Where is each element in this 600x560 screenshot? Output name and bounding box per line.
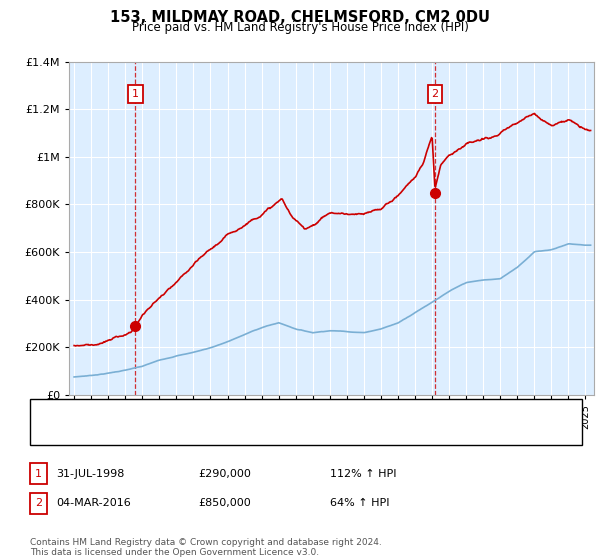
Text: 153, MILDMAY ROAD, CHELMSFORD, CM2 0DU (detached house): 153, MILDMAY ROAD, CHELMSFORD, CM2 0DU (… xyxy=(80,407,433,417)
Text: 112% ↑ HPI: 112% ↑ HPI xyxy=(330,469,397,479)
Text: £290,000: £290,000 xyxy=(198,469,251,479)
Text: 1: 1 xyxy=(131,88,139,99)
Text: £850,000: £850,000 xyxy=(198,498,251,508)
Text: 153, MILDMAY ROAD, CHELMSFORD, CM2 0DU: 153, MILDMAY ROAD, CHELMSFORD, CM2 0DU xyxy=(110,10,490,25)
Text: 04-MAR-2016: 04-MAR-2016 xyxy=(56,498,131,508)
Text: Contains HM Land Registry data © Crown copyright and database right 2024.
This d: Contains HM Land Registry data © Crown c… xyxy=(30,538,382,557)
Text: Price paid vs. HM Land Registry's House Price Index (HPI): Price paid vs. HM Land Registry's House … xyxy=(131,21,469,34)
Text: HPI: Average price, detached house, Chelmsford: HPI: Average price, detached house, Chel… xyxy=(80,428,344,438)
Text: 64% ↑ HPI: 64% ↑ HPI xyxy=(330,498,389,508)
Text: 2: 2 xyxy=(35,498,42,508)
Text: 1: 1 xyxy=(35,469,42,479)
Text: 31-JUL-1998: 31-JUL-1998 xyxy=(56,469,124,479)
Text: 2: 2 xyxy=(431,88,439,99)
